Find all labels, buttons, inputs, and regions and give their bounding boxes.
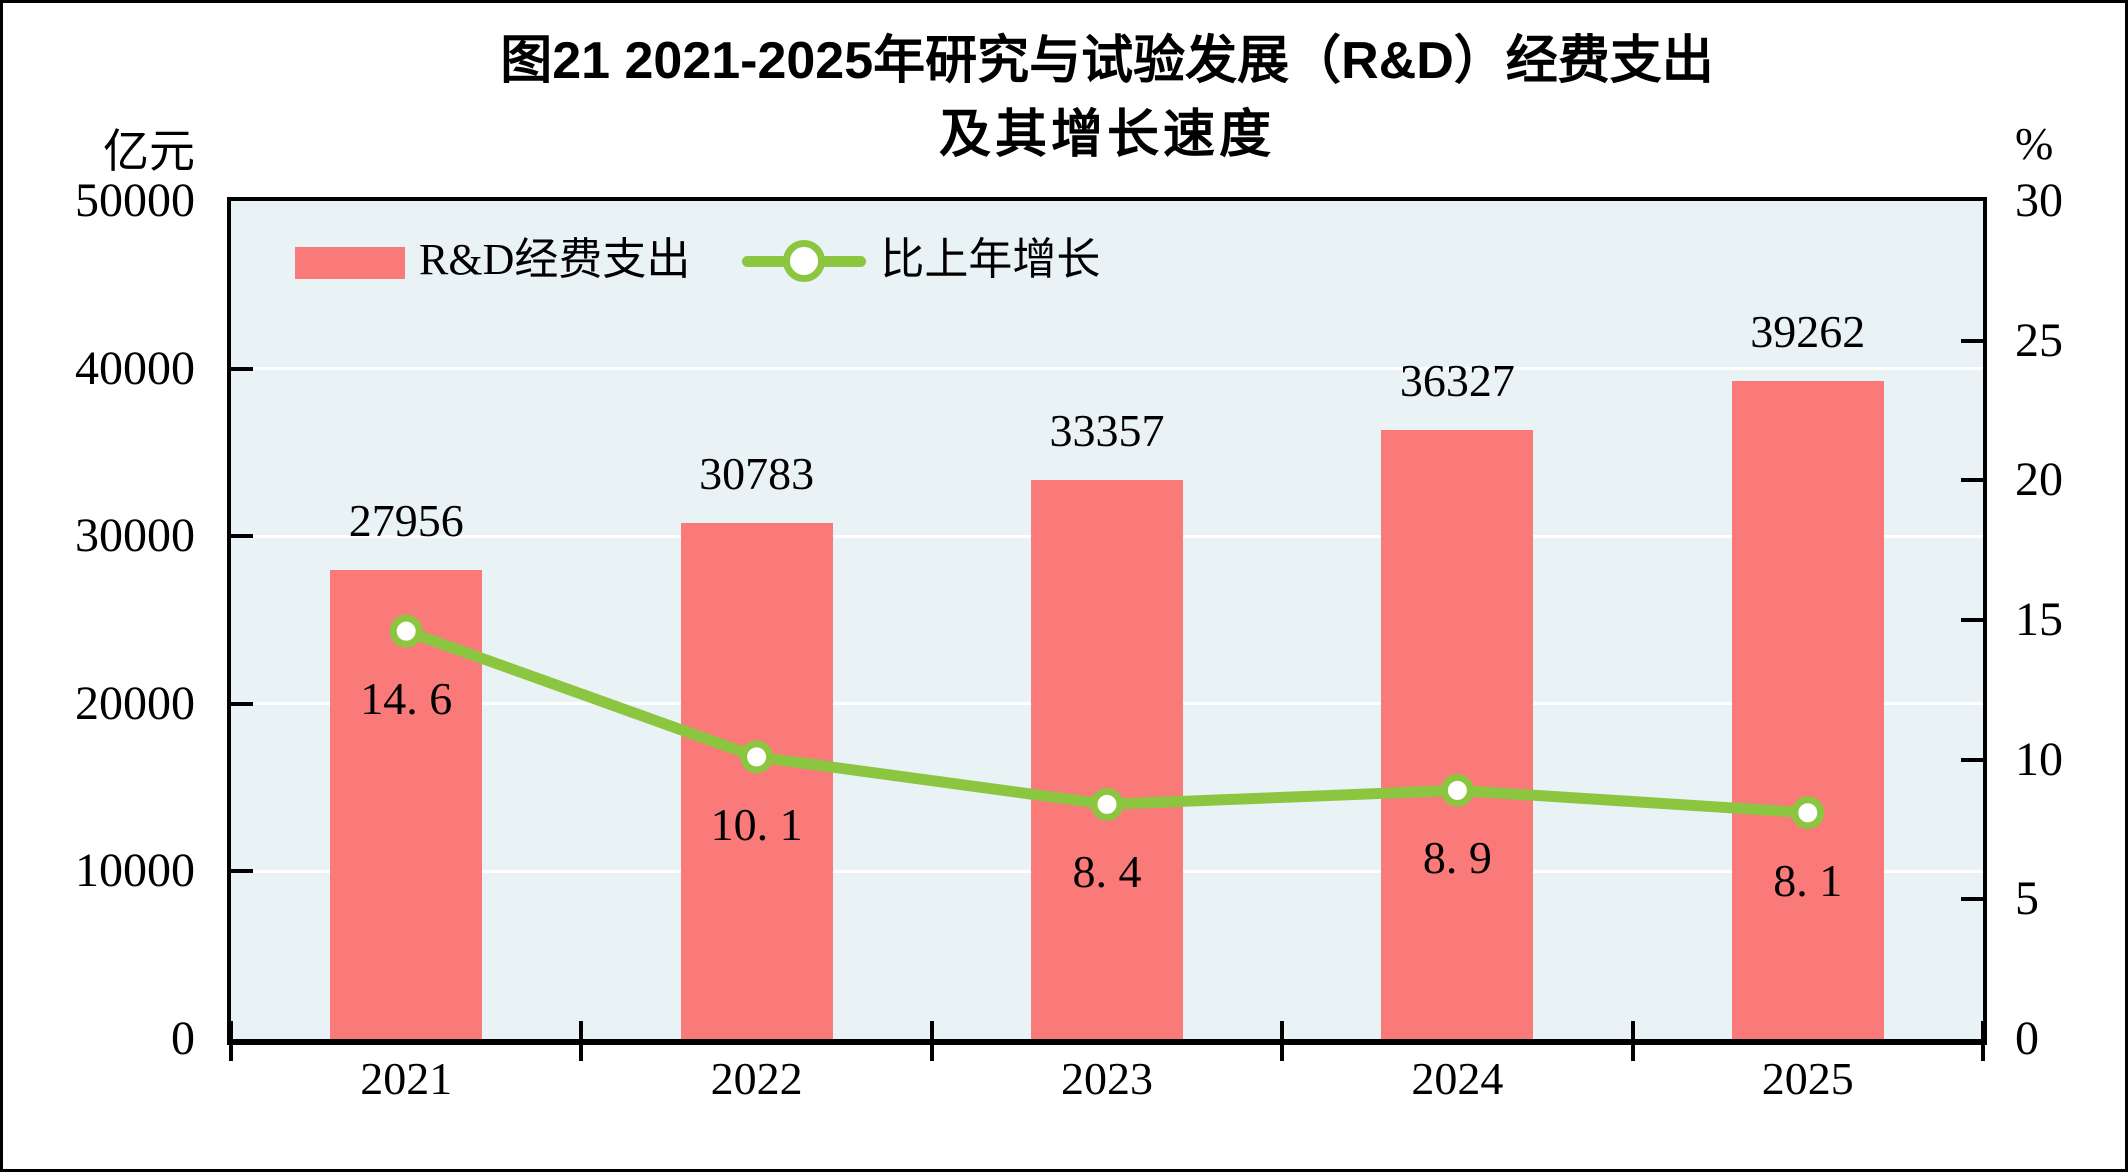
x-axis-label-2023: 2023 [1061, 1053, 1153, 1104]
x-axis-tick [579, 1021, 584, 1061]
left-axis-tick-label: 30000 [75, 509, 195, 563]
line-value-label: 8. 4 [1072, 846, 1142, 898]
line-marker-2024 [1440, 773, 1474, 807]
gridline [231, 367, 1983, 371]
left-axis-unit: 亿元 [103, 126, 195, 177]
line-marker-2021 [389, 614, 423, 648]
legend-bar-label: R&D经费支出 [419, 235, 691, 284]
chart-title-line1: 图21 2021-2025年研究与试验发展（R&D）经费支出 [500, 32, 1714, 90]
bar-2024 [1381, 430, 1534, 1039]
legend-bar-swatch [295, 247, 405, 279]
right-axis-tick [1961, 897, 1983, 902]
left-axis-tick-label: 40000 [75, 341, 195, 395]
x-axis-label-2022: 2022 [710, 1053, 803, 1104]
line-marker-2023 [1090, 787, 1124, 821]
chart-title-line2: 及其增长速度 [938, 106, 1275, 164]
right-axis-tick-label: 20 [2015, 453, 2063, 507]
plot-area: 27956 30783 33357 36327 39262 14. 6 10. 1 8. 4 8… [227, 197, 1987, 1045]
line-value-label: 8. 1 [1773, 854, 1843, 906]
bar-value-label: 30783 [699, 448, 815, 500]
x-axis-tick [229, 1021, 233, 1061]
growth-line [404, 625, 1809, 819]
right-axis-tick-label: 0 [2015, 1012, 2039, 1065]
left-axis-tick [231, 869, 253, 874]
left-axis-tick-label: 20000 [75, 676, 195, 730]
x-axis-tick [1630, 1021, 1635, 1061]
x-axis-tick [929, 1021, 934, 1061]
line-value-label: 8. 9 [1422, 832, 1492, 884]
line-marker-2022 [740, 740, 774, 774]
right-axis-tick [1961, 757, 1983, 762]
bar-2023 [1031, 479, 1183, 1039]
bar-value-label: 27956 [348, 495, 464, 547]
line-value-label: 10. 1 [710, 798, 803, 850]
line-value-label: 14. 6 [360, 673, 453, 725]
left-axis-tick [231, 366, 253, 371]
legend-marker-icon [783, 240, 826, 282]
bar-value-label: 39262 [1750, 305, 1866, 357]
right-axis-tick [1961, 618, 1983, 622]
x-axis-label-2025: 2025 [1761, 1053, 1854, 1104]
right-axis-tick [1961, 478, 1983, 483]
right-axis-tick-label: 30 [2015, 174, 2063, 227]
x-axis-label-2024: 2024 [1411, 1053, 1504, 1104]
right-axis-tick-label: 25 [2015, 313, 2063, 367]
left-axis-tick-label: 10000 [75, 844, 195, 898]
right-axis-tick-label: 10 [2015, 732, 2063, 786]
bar-value-label: 36327 [1399, 355, 1515, 407]
left-axis-tick-label: 50000 [75, 174, 195, 227]
legend-line-label: 比上年增长 [880, 235, 1101, 284]
left-axis-tick-label: 0 [171, 1012, 195, 1065]
line-series [389, 614, 1825, 830]
right-axis-tick-label: 15 [2015, 593, 2063, 646]
right-axis-unit: % [2015, 118, 2054, 169]
left-axis-tick [231, 701, 253, 706]
x-axis-label-2021: 2021 [360, 1053, 453, 1104]
right-axis-tick [1961, 338, 1983, 343]
x-axis-tick [1280, 1021, 1285, 1061]
legend-line-sample [742, 238, 867, 282]
line-marker-2025 [1791, 796, 1825, 830]
left-axis-tick [231, 534, 253, 539]
legend: R&D经费支出 比上年增长 [295, 235, 1100, 285]
bar-value-label: 33357 [1049, 404, 1165, 456]
right-axis-tick-label: 5 [2015, 872, 2039, 926]
bar-2022 [680, 523, 833, 1039]
bar-2025 [1731, 380, 1884, 1039]
x-axis-tick [1981, 1021, 1985, 1061]
